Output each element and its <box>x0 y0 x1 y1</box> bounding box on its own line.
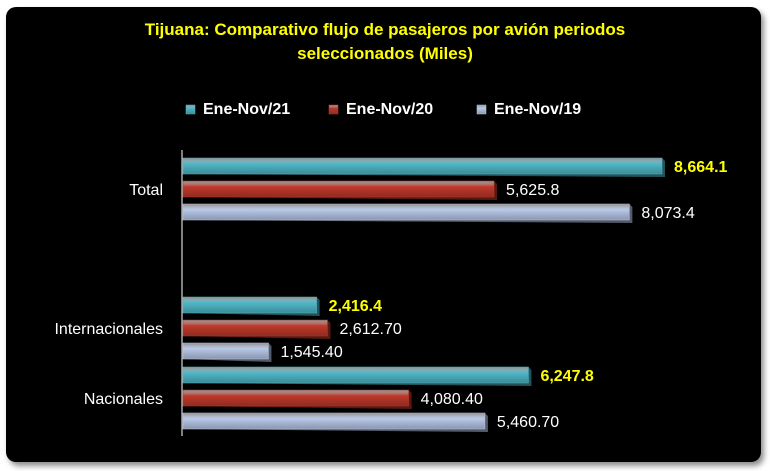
legend-swatch-1 <box>328 104 339 115</box>
bar-0-1 <box>182 180 495 198</box>
data-label: 2,416.4 <box>329 298 382 315</box>
bar-1-0 <box>182 296 317 314</box>
bar-0-2 <box>182 203 630 221</box>
bar-1-2 <box>182 342 269 360</box>
category-label: Nacionales <box>84 391 163 408</box>
bar-edge <box>183 181 498 200</box>
bar-2-1 <box>182 389 409 407</box>
legend-label-0: Ene-Nov/21 <box>203 101 290 118</box>
data-label: 6,247.8 <box>540 368 593 385</box>
bar-2-0 <box>182 366 529 384</box>
bar-edge <box>183 390 412 409</box>
category-label: Internacionales <box>54 321 163 338</box>
bar-edge <box>183 413 488 432</box>
legend-swatch-2 <box>476 104 487 115</box>
bar-2-2 <box>182 412 486 430</box>
bar-1-1 <box>182 319 328 337</box>
category-label: Total <box>129 182 163 199</box>
chart-title-line2: seleccionados (Miles) <box>297 44 473 63</box>
chart-title-line1: Tijuana: Comparativo flujo de pasajeros … <box>144 20 626 39</box>
data-label: 1,545.40 <box>280 344 342 361</box>
bar-0-0 <box>182 157 663 175</box>
bar-edge <box>183 320 331 339</box>
bar-edge <box>183 158 666 177</box>
bar-edge <box>183 367 532 386</box>
bar-edge <box>183 204 633 223</box>
legend: Ene-Nov/21 Ene-Nov/20 Ene-Nov/19 <box>185 101 581 118</box>
chart-title: Tijuana: Comparativo flujo de pasajeros … <box>0 18 770 66</box>
legend-label-1: Ene-Nov/20 <box>346 101 433 118</box>
legend-label-2: Ene-Nov/19 <box>494 101 581 118</box>
data-label: 4,080.40 <box>421 391 483 408</box>
data-label: 8,664.1 <box>674 159 727 176</box>
data-label: 2,612.70 <box>339 321 401 338</box>
data-label: 8,073.4 <box>641 205 694 222</box>
legend-swatch-0 <box>185 104 196 115</box>
bar-edge <box>183 297 320 316</box>
bars: 8,664.1 5,625.8 8,073.4 2,416.4 2,612.70 1,54… <box>182 157 728 432</box>
data-label: 5,625.8 <box>506 182 559 199</box>
data-label: 5,460.70 <box>497 414 559 431</box>
bar-edge <box>183 343 272 362</box>
category-labels: Total Internacionales Nacionales <box>54 182 163 408</box>
chart-background <box>6 7 761 462</box>
